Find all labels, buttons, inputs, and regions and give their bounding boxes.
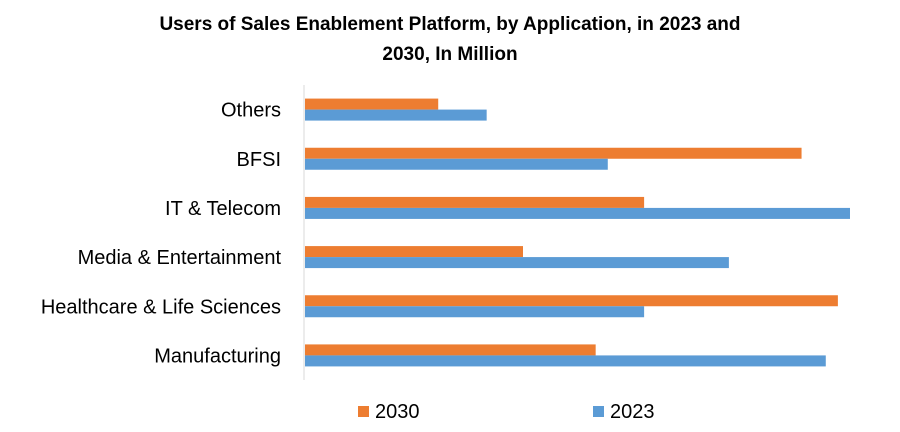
bars-layer [305, 98, 850, 367]
chart-title: Users of Sales Enablement Platform, by A… [159, 14, 741, 65]
category-label-manufacturing: Manufacturing [154, 345, 281, 367]
legend: 2030 2023 [358, 401, 655, 423]
legend-label-2030: 2030 [375, 401, 420, 423]
bar-2023-it-and-telecom [305, 207, 850, 219]
category-label-media-and-entertainment: Media & Entertainment [78, 247, 282, 269]
bar-2030-bfsi [305, 147, 802, 159]
legend-swatch-2023 [593, 406, 604, 417]
bar-2023-media-and-entertainment [305, 257, 729, 269]
bar-2030-healthcare-and-life-sciences [305, 295, 838, 307]
legend-item-2030: 2030 [358, 401, 420, 423]
bar-2030-it-and-telecom [305, 196, 645, 208]
category-labels: Others BFSI IT & Telecom Media & Entertainm… [41, 100, 282, 368]
legend-item-2023: 2023 [593, 401, 655, 423]
category-label-it-and-telecom: IT & Telecom [165, 198, 281, 220]
bar-2023-bfsi [305, 158, 608, 170]
legend-label-2023: 2023 [610, 401, 655, 423]
bar-2023-manufacturing [305, 355, 826, 367]
category-label-others: Others [221, 100, 281, 122]
bar-2030-manufacturing [305, 344, 596, 356]
bar-2023-healthcare-and-life-sciences [305, 306, 645, 318]
bar-2030-others [305, 98, 439, 110]
legend-swatch-2030 [358, 406, 369, 417]
category-label-healthcare-and-life-sciences: Healthcare & Life Sciences [41, 296, 281, 318]
bar-2030-media-and-entertainment [305, 246, 523, 258]
category-label-bfsi: BFSI [237, 149, 281, 171]
bar-2023-others [305, 109, 487, 121]
